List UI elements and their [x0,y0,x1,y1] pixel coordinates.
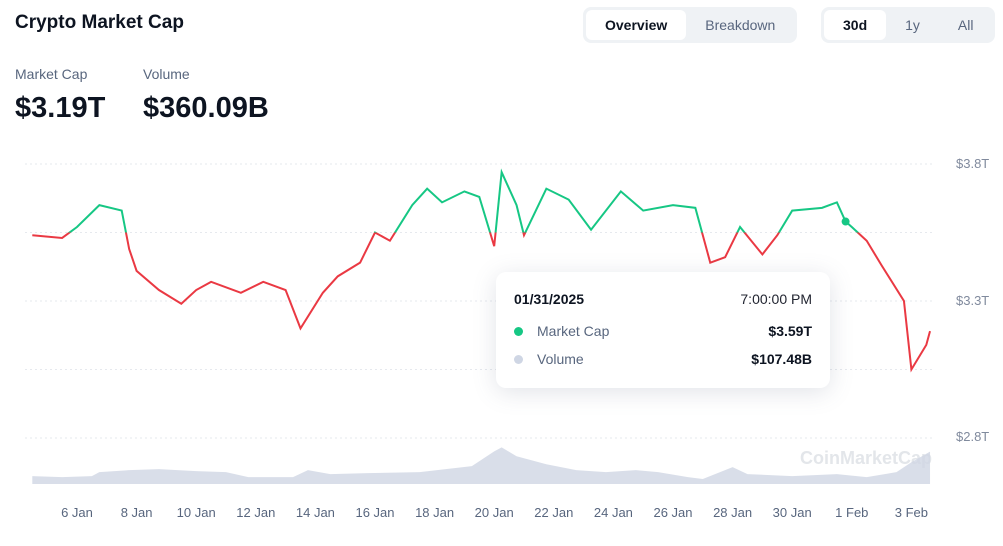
x-tick: 10 Jan [176,505,216,520]
tooltip-market-cap-label: Market Cap [537,323,610,339]
x-tick: 18 Jan [415,505,455,520]
x-tick: 6 Jan [61,505,93,520]
volume-dot-icon [514,355,523,364]
volume-label: Volume [143,66,190,82]
market-cap-label: Market Cap [15,66,88,82]
tab-overview[interactable]: Overview [586,10,687,40]
chart-tooltip: 01/31/2025 7:00:00 PM Market Cap $3.59T … [496,272,830,388]
tooltip-volume-label: Volume [537,351,584,367]
y-tick: $2.8T [956,429,990,444]
tab-breakdown[interactable]: Breakdown [705,17,776,33]
market-cap-line-up [67,168,860,233]
market-cap-line-down [32,232,931,373]
x-tick: 12 Jan [236,505,276,520]
x-tick: 3 Feb [894,505,929,520]
tooltip-time: 7:00:00 PM [740,291,812,307]
hover-marker [841,217,850,226]
x-tick: 14 Jan [295,505,335,520]
market-cap-dot-icon [514,327,523,336]
y-tick: $3.3T [956,293,990,308]
x-tick: 24 Jan [593,505,633,520]
coinmarketcap-watermark: CoinMarketCap [800,448,933,468]
x-tick: 30 Jan [772,505,812,520]
x-tick: 8 Jan [120,505,153,520]
view-toggle: Overview Breakdown [583,7,798,43]
x-tick: 1 Feb [835,505,869,520]
tooltip-market-cap-value: $3.59T [768,323,812,339]
tooltip-date: 01/31/2025 [514,291,585,307]
volume-area [32,447,931,484]
x-tick: 28 Jan [713,505,753,520]
range-30d[interactable]: 30d [824,10,887,40]
volume-value: $360.09B [143,92,269,124]
market-cap-value: $3.19T [15,92,106,124]
y-tick: $3.8T [956,156,990,171]
x-tick: 22 Jan [534,505,574,520]
x-tick: 16 Jan [355,505,395,520]
x-tick: 26 Jan [653,505,693,520]
page-title: Crypto Market Cap [15,12,184,33]
range-all[interactable]: All [957,17,974,33]
x-tick: 20 Jan [474,505,514,520]
range-1y[interactable]: 1y [905,17,920,33]
tooltip-volume-value: $107.48B [751,351,812,367]
range-toggle: 30d 1y All [821,7,996,43]
